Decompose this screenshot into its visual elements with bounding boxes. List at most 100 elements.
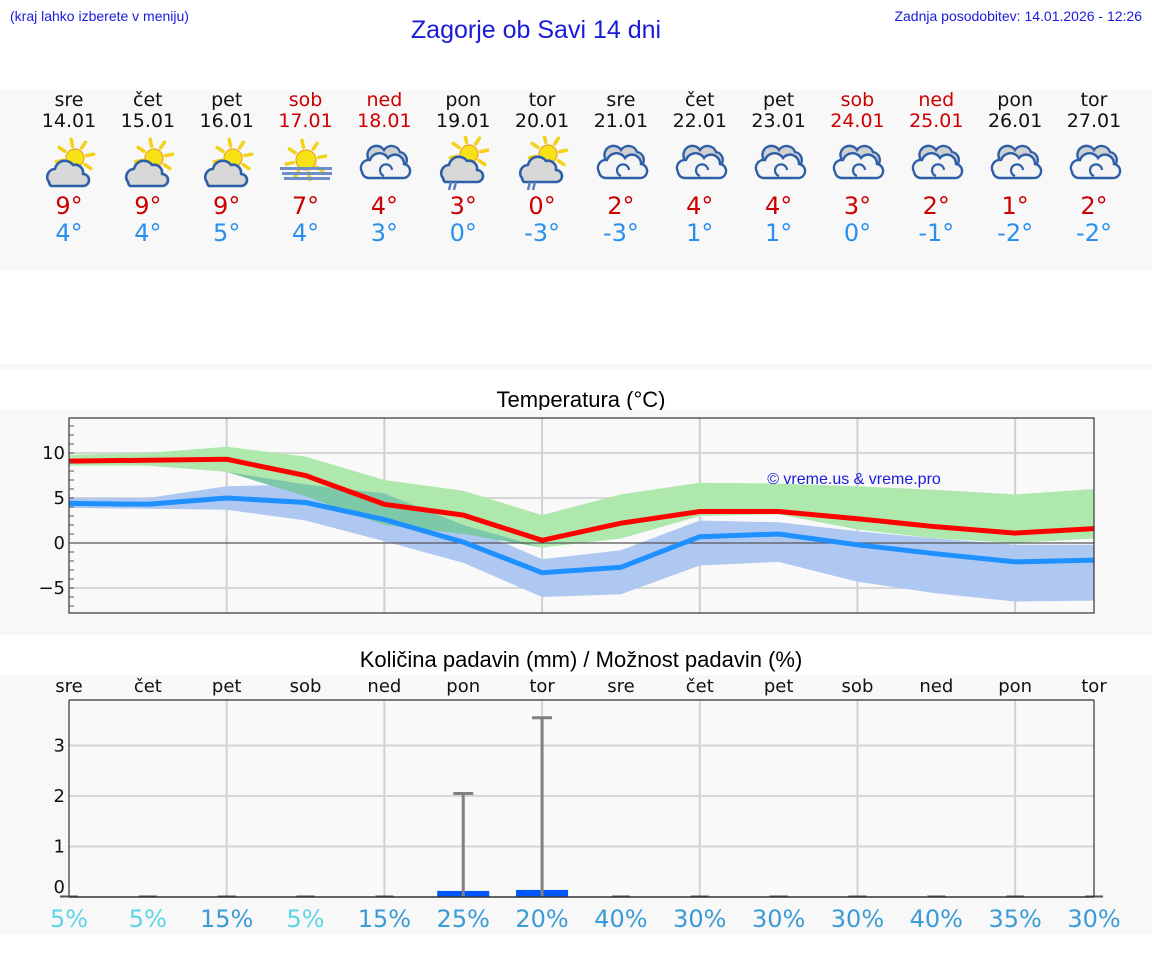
svg-text:ned: ned <box>367 676 401 697</box>
max-temperature: 3° <box>449 192 477 220</box>
min-temperature: 4° <box>134 219 162 247</box>
svg-text:ned: ned <box>919 676 953 697</box>
day-date: 25.01 <box>909 110 964 132</box>
temperature-chart: 0 5 10 −5 © vreme.us & vreme.pro <box>38 417 1095 614</box>
day-column[interactable]: pet 16.01 9° 5° <box>188 90 266 246</box>
sun-fog-icon <box>279 138 332 182</box>
day-column[interactable]: čet 15.01 9° 4° <box>109 90 187 246</box>
precip-probability: 5% <box>129 905 167 933</box>
min-temperature: 5° <box>213 219 241 247</box>
svg-text:−5: −5 <box>38 578 65 599</box>
svg-text:tor: tor <box>1081 676 1107 697</box>
precipitation-chart-title: Količina padavin (mm) / Možnost padavin … <box>359 647 803 672</box>
min-temperature: 3° <box>370 219 399 247</box>
min-temperature: 0° <box>449 219 477 247</box>
day-column[interactable]: pon 26.01 1° -2° <box>976 90 1054 246</box>
day-name: pon <box>445 89 482 111</box>
cloudy-icon <box>1069 144 1122 180</box>
min-temperature: 1° <box>686 219 714 247</box>
svg-text:pet: pet <box>212 676 242 697</box>
svg-text:0: 0 <box>54 877 65 898</box>
day-date: 15.01 <box>120 110 176 132</box>
precip-probability: 30% <box>752 905 805 933</box>
day-column[interactable]: sob 17.01 7° 4° <box>267 90 345 246</box>
day-date: 14.01 <box>41 110 97 132</box>
precip-probability: 30% <box>673 905 726 933</box>
day-date: 23.01 <box>751 110 806 132</box>
day-name: sre <box>606 89 636 111</box>
precip-probability: 30% <box>831 905 884 933</box>
day-name: čet <box>133 89 163 111</box>
svg-text:čet: čet <box>686 676 714 697</box>
temperature-chart-panel: 0 5 10 −5 © vreme.us & vreme.pro <box>0 410 1152 635</box>
cloudy-icon <box>675 144 728 180</box>
svg-text:sob: sob <box>842 676 874 697</box>
cloudy-icon <box>990 144 1043 180</box>
cloudy-icon <box>360 144 412 180</box>
tmin-line <box>68 495 1095 576</box>
day-name: ned <box>918 89 955 111</box>
cloudy-icon <box>754 144 806 180</box>
max-temperature: 3° <box>843 192 872 220</box>
day-name: čet <box>684 89 715 111</box>
min-temperature: 1° <box>764 219 793 247</box>
min-temperature: -1° <box>918 219 955 247</box>
day-name: pon <box>997 89 1033 111</box>
svg-text:© vreme.us & vreme.pro: © vreme.us & vreme.pro <box>767 471 941 488</box>
day-column[interactable]: tor 27.01 2° -2° <box>1055 90 1133 246</box>
svg-text:sob: sob <box>290 676 322 697</box>
day-date: 16.01 <box>199 110 254 132</box>
location-hint[interactable]: (kraj lahko izberete v meniju) <box>10 8 189 24</box>
day-column[interactable]: pon 19.01 3° 0° <box>424 90 502 246</box>
day-column[interactable]: čet 22.01 4° 1° <box>661 90 739 246</box>
max-temperature: 9° <box>55 192 83 220</box>
day-column[interactable]: sre 21.01 2° -3° <box>582 90 660 246</box>
day-name: tor <box>528 89 556 111</box>
precip-probability: 5% <box>286 905 324 933</box>
svg-text:5: 5 <box>54 488 65 509</box>
svg-text:2: 2 <box>54 786 65 807</box>
svg-text:3: 3 <box>54 736 65 757</box>
cloudy-icon <box>911 144 964 180</box>
svg-text:tor: tor <box>529 676 555 697</box>
precip-probability: 20% <box>515 905 568 933</box>
max-temperature: 9° <box>213 192 241 220</box>
max-temperature: 2° <box>607 192 635 220</box>
page-title: Zagorje ob Savi 14 dni <box>410 16 662 44</box>
day-column[interactable]: ned 18.01 4° 3° <box>345 90 423 246</box>
max-temperature: 4° <box>370 192 399 220</box>
precip-probability: 30% <box>1067 905 1120 933</box>
cloudy-icon <box>596 144 649 180</box>
max-temperature: 1° <box>1001 192 1029 220</box>
day-name: sre <box>54 89 84 111</box>
max-temperature: 4° <box>764 192 793 220</box>
temperature-chart-title: Temperatura (°C) <box>496 387 666 412</box>
partly-cloudy-icon <box>46 137 96 188</box>
cloudy-icon <box>833 144 885 180</box>
max-temperature: 7° <box>291 192 320 220</box>
precip-probability: 15% <box>358 905 411 933</box>
svg-text:čet: čet <box>134 676 162 697</box>
day-date: 20.01 <box>514 110 570 132</box>
max-temperature: 2° <box>922 192 950 220</box>
max-temperature: 0° <box>528 192 556 220</box>
day-column[interactable]: sob 24.01 3° 0° <box>818 90 896 246</box>
min-temperature: -3° <box>524 219 561 247</box>
last-updated: Zadnja posodobitev: 14.01.2026 - 12:26 <box>894 8 1142 24</box>
partly-cloudy-icon <box>203 137 254 188</box>
day-column[interactable]: pet 23.01 4° 1° <box>740 90 818 246</box>
day-date: 22.01 <box>672 110 727 132</box>
svg-text:sre: sre <box>55 676 82 697</box>
separator <box>0 364 1152 370</box>
min-temperature: -2° <box>997 219 1034 247</box>
min-temperature: 4° <box>291 219 320 247</box>
svg-text:pon: pon <box>446 676 480 697</box>
day-column[interactable]: ned 25.01 2° -1° <box>897 90 975 246</box>
max-temperature: 9° <box>134 192 162 220</box>
max-temperature: 2° <box>1080 192 1108 220</box>
day-column[interactable]: tor 20.01 0° -3° <box>503 90 581 246</box>
day-column[interactable]: sre 14.01 9° 4° <box>30 90 108 246</box>
day-name: tor <box>1080 89 1108 111</box>
precip-probability: 40% <box>594 905 647 933</box>
tmax-line <box>68 456 1095 543</box>
